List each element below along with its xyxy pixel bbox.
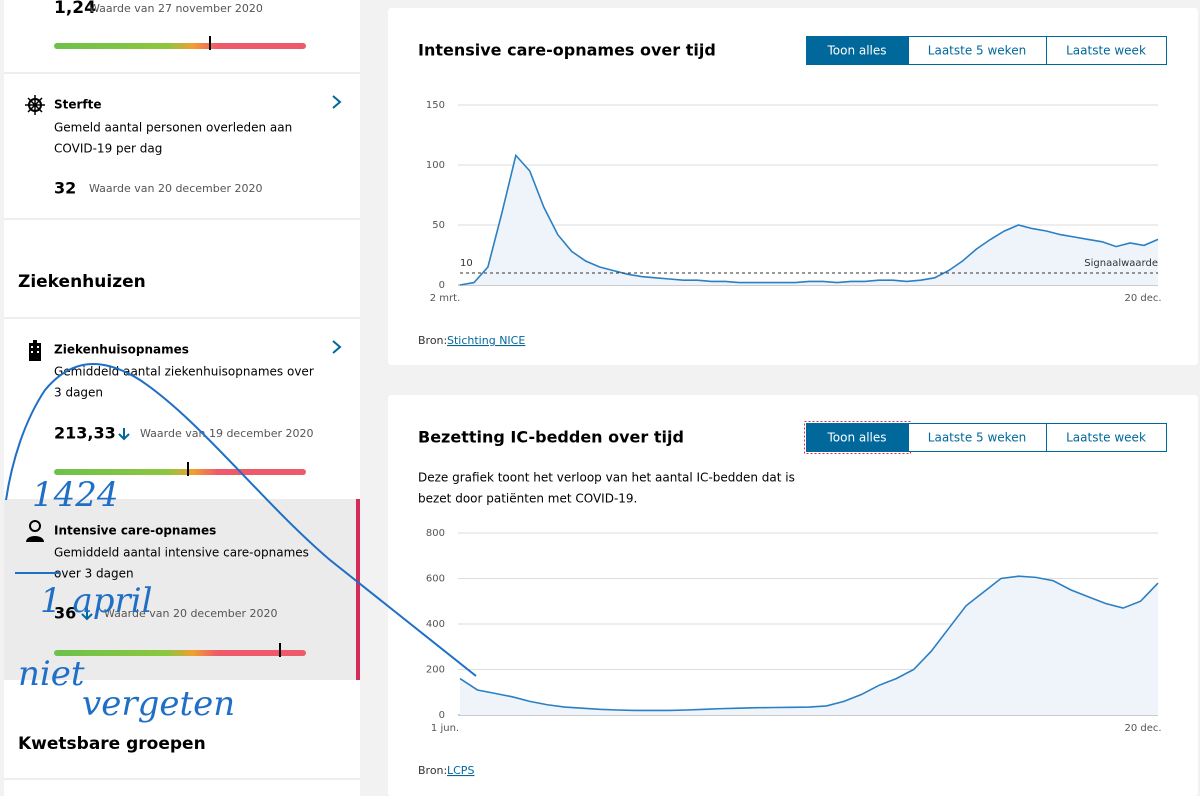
icon xyxy=(29,340,41,361)
y-tick-label: 400 xyxy=(426,619,445,630)
button-bg xyxy=(1046,36,1167,65)
icon xyxy=(25,95,45,115)
signal-label: Signaalwaarde xyxy=(1084,258,1158,269)
item-value: 213,33 xyxy=(54,424,116,443)
line xyxy=(459,575,1159,712)
item-description: Gemiddeld aantal ziekenhuisopnames over xyxy=(54,365,314,379)
area xyxy=(460,155,1158,285)
item-date: Waarde van 19 december 2020 xyxy=(140,427,314,440)
item-date: Waarde van 20 december 2020 xyxy=(104,607,278,620)
tab-button[interactable]: Toon alles xyxy=(806,36,909,65)
item-description: over 3 dagen xyxy=(54,567,134,581)
item-description: Gemiddeld aantal intensive care-opnames xyxy=(54,546,309,560)
button-label: Laatste 5 weken xyxy=(928,44,1026,58)
tab-button[interactable]: Laatste week xyxy=(1046,423,1167,452)
arrow-down xyxy=(81,608,93,621)
charts: Intensive care-opnames over tijd Toon all… xyxy=(418,36,1167,777)
handwritten-text: 1424 xyxy=(32,475,119,515)
icon xyxy=(31,346,39,353)
gauge xyxy=(54,650,306,656)
section-title: Kwetsbare groepen xyxy=(18,734,206,754)
chart-description: Deze grafiek toont het verloop van het a… xyxy=(418,471,795,485)
icon xyxy=(26,536,44,542)
y-tick-label: 100 xyxy=(426,160,445,171)
button-bg xyxy=(806,36,909,65)
line xyxy=(459,153,1159,286)
x-tick-label: 20 dec. xyxy=(1124,723,1161,734)
tab-button[interactable]: Toon alles xyxy=(804,421,911,454)
item-date: Waarde van 20 december 2020 xyxy=(89,182,263,195)
y-tick-label: 0 xyxy=(439,710,445,721)
source-link[interactable]: LCPS xyxy=(447,764,474,777)
handwritten-text: niet xyxy=(18,654,85,694)
source-link[interactable]: Stichting NICE xyxy=(447,334,525,347)
button-bg xyxy=(908,423,1047,452)
item-title: Sterfte xyxy=(54,98,102,112)
source-prefix: Bron: xyxy=(418,764,447,777)
source-prefix: Bron: xyxy=(418,334,447,347)
item-description: COVID-19 per dag xyxy=(54,142,162,156)
y-tick-label: 600 xyxy=(426,574,445,585)
chart-title: Bezetting IC-bedden over tijd xyxy=(418,428,684,447)
top-date: Waarde van 27 november 2020 xyxy=(89,2,263,15)
tab-button[interactable]: Laatste week xyxy=(1046,36,1167,65)
handwriting: 1424 1 april niet vergeten xyxy=(5,363,477,724)
item-description: Gemeld aantal personen overleden aan xyxy=(54,121,292,135)
button-label: Laatste 5 weken xyxy=(928,431,1026,445)
area xyxy=(460,576,1158,715)
item-value: 32 xyxy=(54,179,76,198)
arrow-down xyxy=(118,428,130,441)
item-title: Ziekenhuisopnames xyxy=(54,343,189,357)
section-title: Ziekenhuizen xyxy=(18,272,146,292)
top-value: 1,24 xyxy=(54,0,96,18)
button-label: Laatste week xyxy=(1066,431,1146,445)
ziekenhuis-item[interactable]: Ziekenhuisopnames Gemiddeld aantal zieke… xyxy=(29,340,342,476)
selected-border xyxy=(356,499,360,680)
y-tick-label: 800 xyxy=(426,528,445,539)
item-value: 36 xyxy=(54,604,76,623)
button-bg xyxy=(806,423,909,452)
handwritten-text: vergeten xyxy=(82,684,235,724)
button-bg xyxy=(908,36,1047,65)
handwritten-text: 1 april xyxy=(40,581,152,621)
y-tick-label: 150 xyxy=(426,100,445,111)
button-label: Toon alles xyxy=(826,431,886,445)
item-description: 3 dagen xyxy=(54,386,103,400)
chart-description: bezet door patiënten met COVID-19. xyxy=(418,492,637,506)
chevron xyxy=(332,340,342,354)
button-label: Laatste week xyxy=(1066,44,1146,58)
chevron xyxy=(332,95,342,109)
sterfte-item[interactable]: Sterfte Gemeld aantal personen overleden… xyxy=(25,95,342,198)
tab-button[interactable]: Laatste 5 weken xyxy=(908,36,1047,65)
y-tick-label: 200 xyxy=(426,665,445,676)
x-tick-label: 1 jun. xyxy=(431,723,459,734)
y-tick-label: 0 xyxy=(439,280,445,291)
item-title: Intensive care-opnames xyxy=(54,524,216,538)
y-tick-label: 50 xyxy=(432,220,445,231)
button-bg xyxy=(1046,423,1167,452)
button-label: Toon alles xyxy=(826,44,886,58)
x-tick-label: 20 dec. xyxy=(1124,293,1161,304)
scribble xyxy=(5,363,477,677)
tab-button[interactable]: Laatste 5 weken xyxy=(908,423,1047,452)
signal-value: 10 xyxy=(460,258,473,269)
x-tick-label: 2 mrt. xyxy=(430,293,461,304)
icon xyxy=(29,520,41,532)
chart-title: Intensive care-opnames over tijd xyxy=(418,41,716,60)
gauge xyxy=(54,43,306,49)
